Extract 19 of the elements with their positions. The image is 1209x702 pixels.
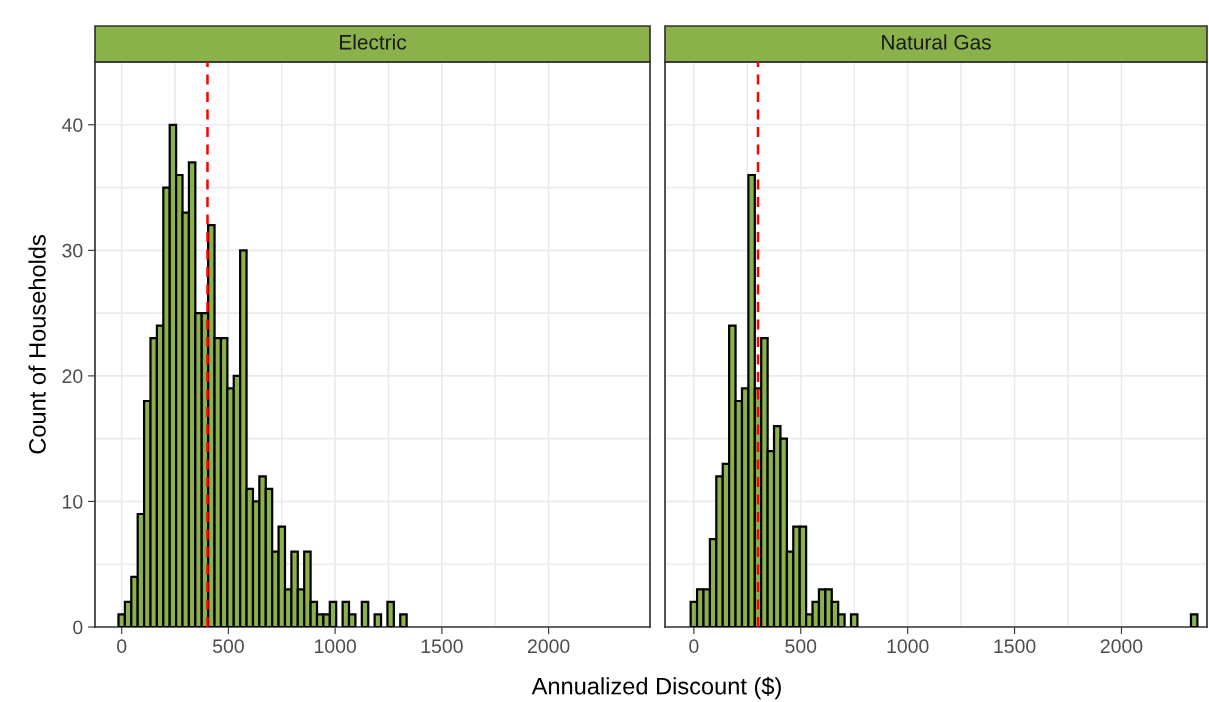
x-tick-label: 2000 — [1100, 639, 1143, 654]
y-tick-label: 30 — [62, 243, 83, 258]
y-tick-label: 20 — [62, 369, 83, 384]
chart-title: Natural Gas — [882, 34, 991, 50]
x-tick-label: 1000 — [315, 639, 357, 654]
x-tick-label: 0 — [117, 639, 127, 654]
x-axis-title: Annualized Discount ($) — [531, 676, 781, 700]
x-tick-label: 500 — [785, 639, 817, 654]
y-tick-label: 10 — [63, 494, 83, 509]
x-tick-label: 500 — [212, 639, 244, 654]
x-tick-label: 0 — [689, 639, 699, 654]
y-tick-label: 0 — [73, 620, 83, 635]
x-tick-label: 1500 — [994, 639, 1036, 654]
x-tick-label: 2000 — [527, 639, 570, 654]
y-axis-title: Count of Households — [28, 235, 46, 454]
x-tick-label: 1000 — [887, 639, 929, 654]
x-tick-label: 1500 — [421, 639, 463, 654]
chart-title: Electric — [340, 34, 407, 50]
y-tick-label: 40 — [62, 118, 83, 133]
